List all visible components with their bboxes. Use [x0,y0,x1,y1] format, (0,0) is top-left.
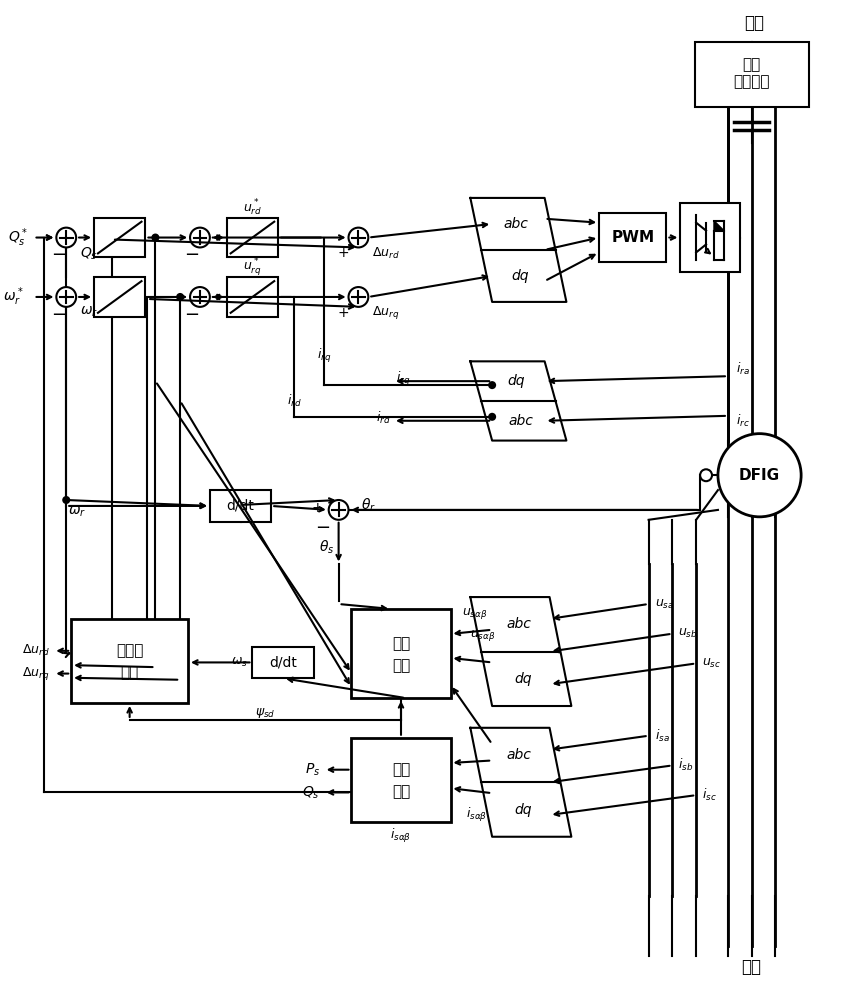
Text: $i_{rd}$: $i_{rd}$ [287,393,302,409]
Text: $u_{sb}$: $u_{sb}$ [679,627,698,640]
Text: $-$: $-$ [51,244,66,262]
Bar [599,213,667,262]
Circle shape [718,434,801,517]
Circle shape [57,228,76,247]
Text: 网侧: 网侧 [742,57,761,72]
Text: $\omega_r$: $\omega_r$ [80,305,99,319]
Text: dq: dq [514,672,532,686]
Polygon shape [714,221,724,231]
Text: $\theta_s$: $\theta_s$ [319,539,334,556]
Text: 电网: 电网 [745,14,764,32]
Text: $Q_s$: $Q_s$ [302,784,320,801]
Text: $Q_s^*$: $Q_s^*$ [9,226,28,249]
Text: $-$: $-$ [51,304,66,322]
Text: 变流系统: 变流系统 [734,75,770,90]
Text: abc: abc [508,414,533,428]
Text: $i_{rq}$: $i_{rq}$ [316,347,331,365]
Bar [695,42,809,107]
Text: $\Delta u_{rd}$: $\Delta u_{rd}$ [372,246,400,261]
Text: $i_{rc}$: $i_{rc}$ [736,413,750,429]
Text: $i_{sc}$: $i_{sc}$ [702,787,716,803]
Text: 计算: 计算 [121,665,139,680]
Text: dq: dq [514,803,532,817]
Text: 磁链: 磁链 [392,636,411,651]
Bar [71,619,188,703]
Text: dq: dq [507,374,525,388]
Text: $i_{sb}$: $i_{sb}$ [679,757,693,773]
Circle shape [57,287,76,307]
Text: $\omega_r^*$: $\omega_r^*$ [3,286,24,308]
Text: $-$: $-$ [184,304,200,322]
Text: 电网: 电网 [741,958,762,976]
Bar [351,738,451,822]
Text: 耦合项: 耦合项 [116,644,143,659]
Bar [94,277,146,317]
Text: $P_s$: $P_s$ [304,761,320,778]
Text: $\omega_r$: $\omega_r$ [69,505,87,519]
Text: $i_{ra}$: $i_{ra}$ [736,361,750,377]
Text: 计算: 计算 [392,658,411,673]
Text: $Q_s$: $Q_s$ [80,245,98,262]
Text: $-$: $-$ [315,517,330,535]
Text: d/dt: d/dt [226,499,255,513]
Text: $\theta_r$: $\theta_r$ [361,496,376,514]
Text: PWM: PWM [611,230,655,245]
Bar [351,609,451,698]
Polygon shape [470,361,566,441]
Bar [227,218,279,257]
Circle shape [489,382,495,388]
Polygon shape [470,597,572,706]
Bar [94,218,146,257]
Circle shape [63,497,69,503]
Text: $\psi_{sd}$: $\psi_{sd}$ [255,706,275,720]
Text: $+$: $+$ [337,246,349,260]
Text: $u_{sc}$: $u_{sc}$ [702,657,722,670]
Text: $\Delta u_{rq}$: $\Delta u_{rq}$ [22,665,50,682]
Text: dq: dq [512,269,530,283]
Text: 功率: 功率 [392,762,411,777]
Text: abc: abc [506,617,531,631]
Bar [253,647,314,678]
Text: abc: abc [506,748,531,762]
Bar [227,277,279,317]
Text: abc: abc [504,217,529,231]
Circle shape [700,469,712,481]
Circle shape [153,235,159,241]
Text: $i_{rq}$: $i_{rq}$ [396,370,411,388]
Polygon shape [470,198,566,302]
Text: $u_{s\alpha\beta}$: $u_{s\alpha\beta}$ [470,628,496,643]
Circle shape [489,414,495,420]
Text: 计算: 计算 [392,784,411,799]
Text: $\Delta u_{rd}$: $\Delta u_{rd}$ [21,643,50,658]
Text: $i_{s\alpha\beta}$: $i_{s\alpha\beta}$ [391,827,411,845]
Circle shape [190,287,210,307]
Bar [210,490,272,522]
Text: $\Delta u_{rq}$: $\Delta u_{rq}$ [372,304,399,321]
Circle shape [177,294,183,300]
Text: $u_{rq}^*$: $u_{rq}^*$ [243,256,262,278]
Circle shape [349,228,369,247]
Circle shape [190,228,210,247]
Text: $u_{s\alpha\beta}$: $u_{s\alpha\beta}$ [462,606,487,621]
Circle shape [329,500,349,520]
Text: $i_{rd}$: $i_{rd}$ [376,410,391,426]
Text: DFIG: DFIG [739,468,780,483]
Text: $+$: $+$ [310,501,323,515]
Text: $u_{rd}^*$: $u_{rd}^*$ [243,198,262,218]
Text: $-$: $-$ [184,244,200,262]
Text: d/dt: d/dt [269,655,297,669]
Polygon shape [470,728,572,837]
Bar [680,203,740,272]
Text: $+$: $+$ [337,306,349,320]
Text: $\omega_s$: $\omega_s$ [231,656,248,669]
Text: $u_{sa}$: $u_{sa}$ [655,597,674,611]
Circle shape [349,287,369,307]
Text: $i_{sa}$: $i_{sa}$ [655,728,669,744]
Text: $i_{s\alpha\beta}$: $i_{s\alpha\beta}$ [466,806,487,824]
